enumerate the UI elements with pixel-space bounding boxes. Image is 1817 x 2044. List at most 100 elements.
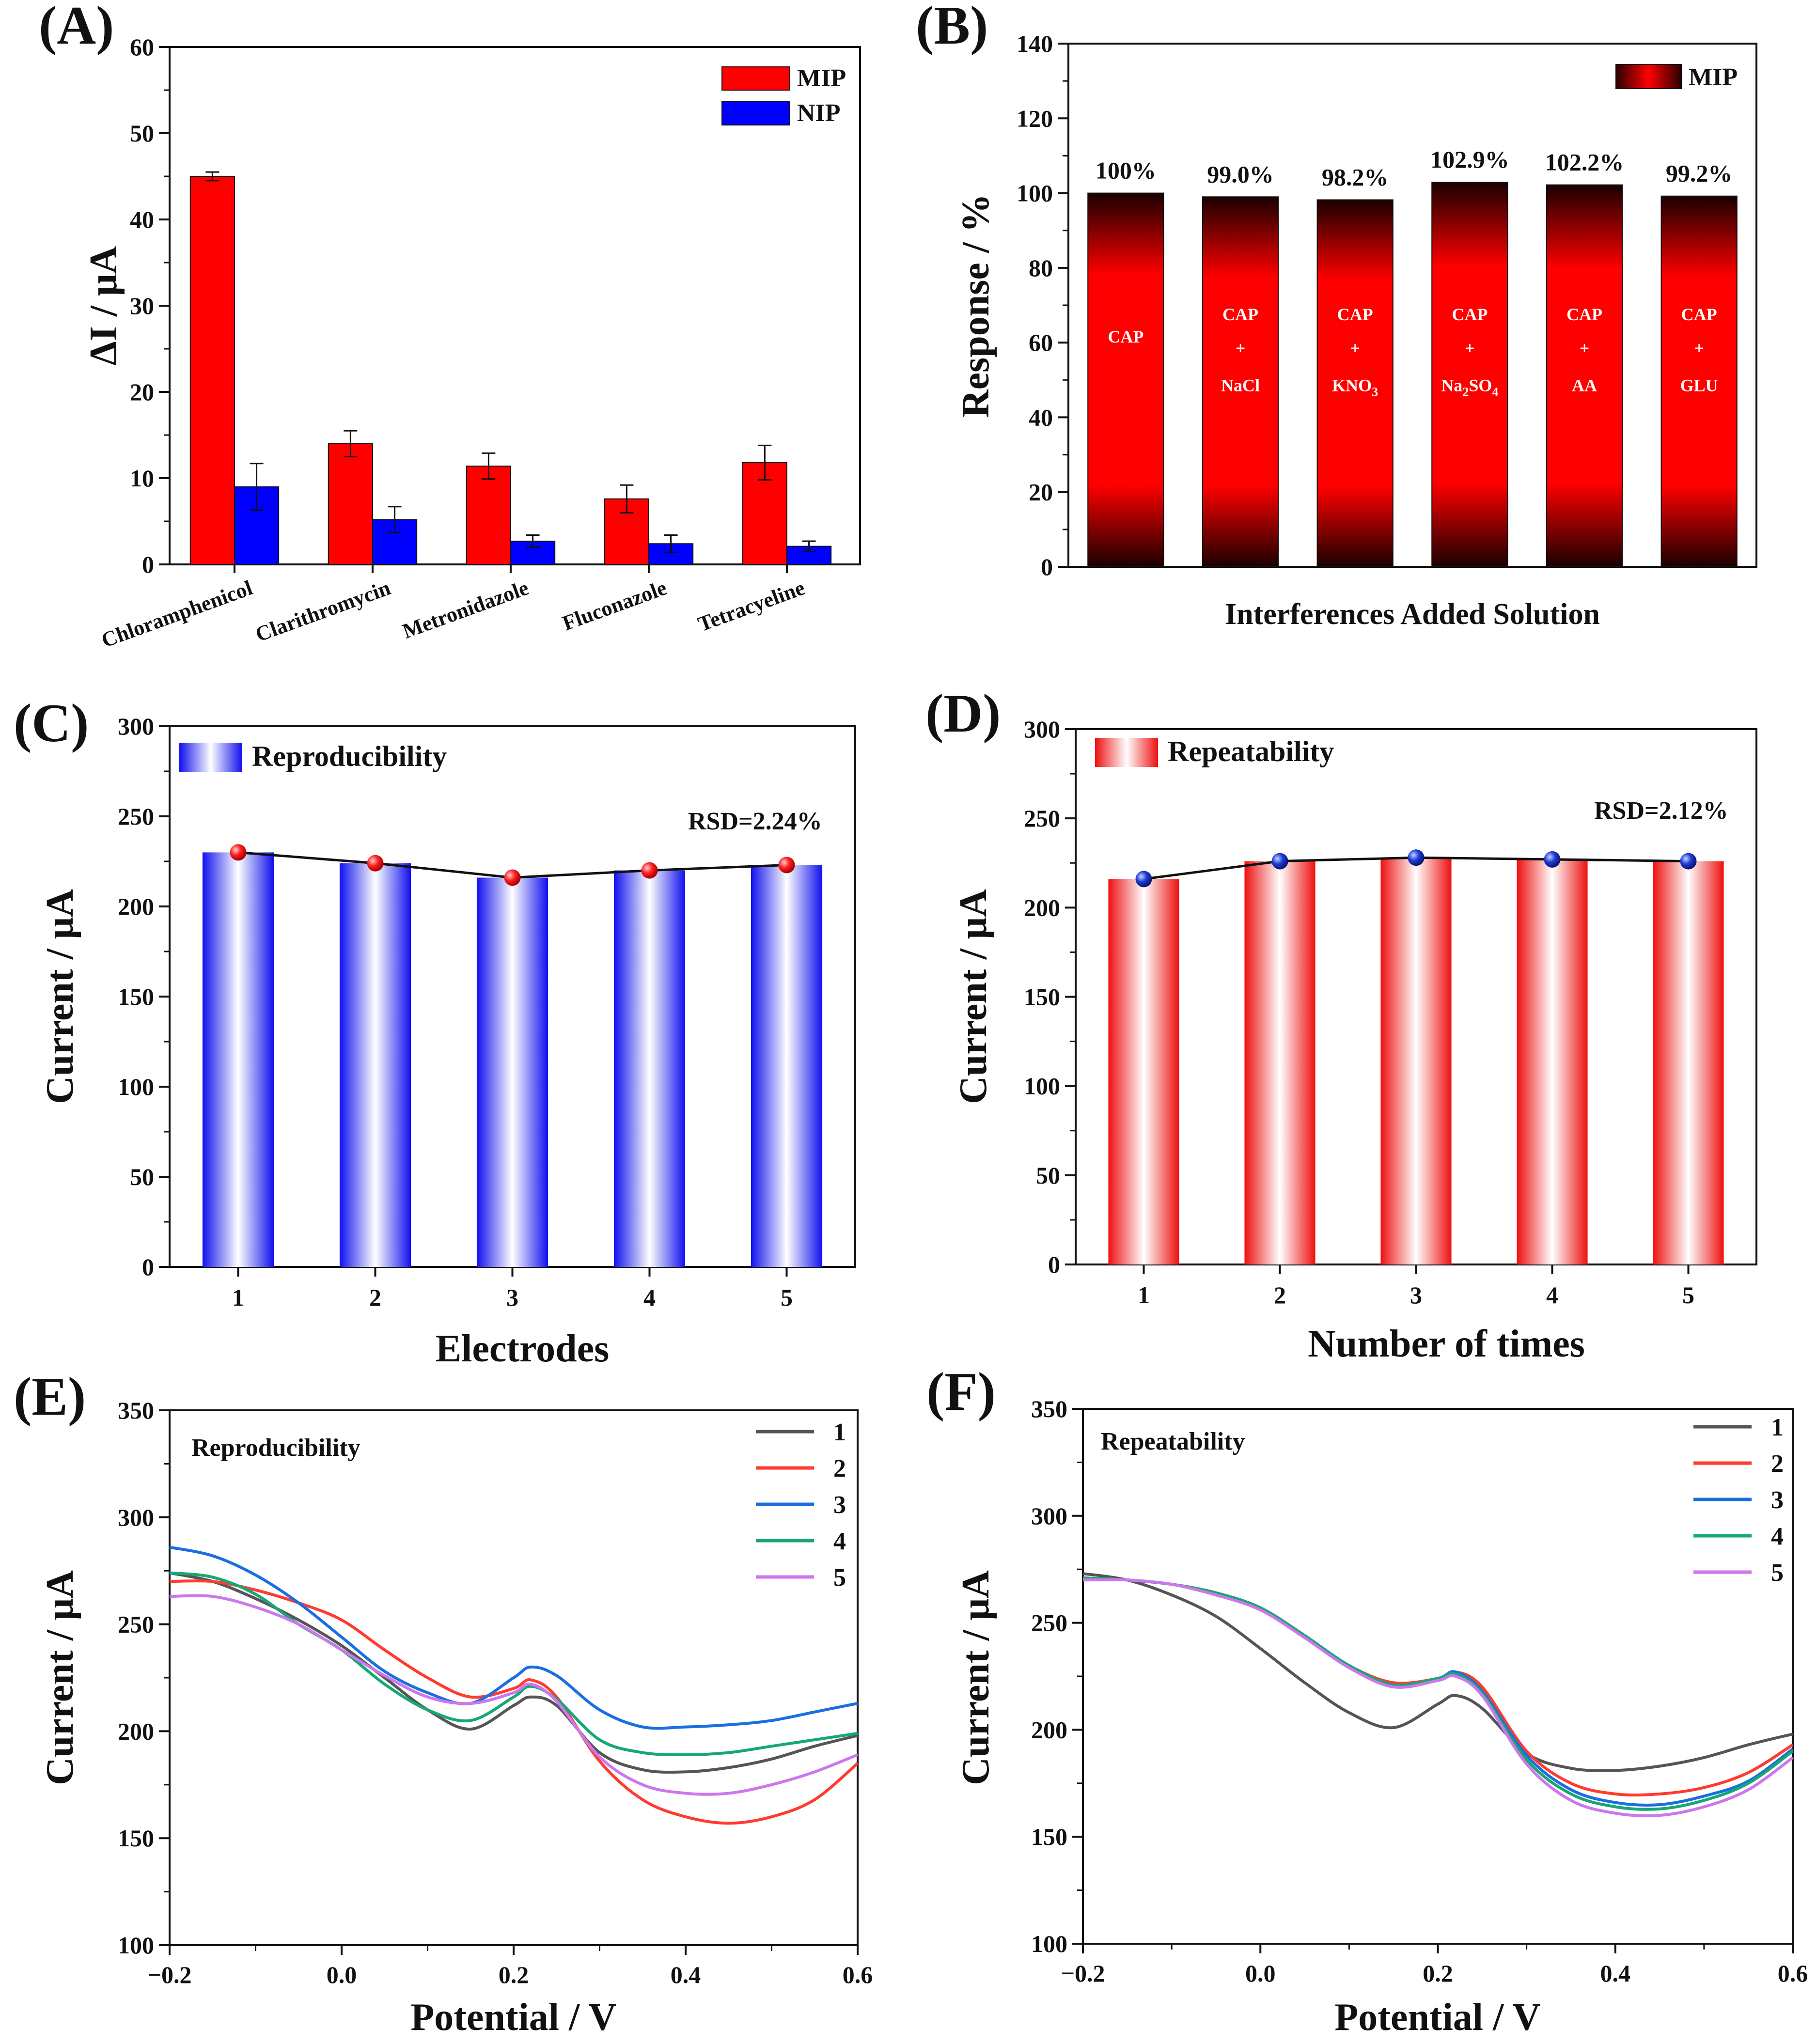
bar-response-4 [1431,182,1508,567]
panel-f-legend-label-3: 3 [1771,1486,1784,1514]
bar-inner-label: CAP [1108,327,1143,346]
panel-c-y-tick-label: 300 [118,713,154,740]
panel-d-x-tick-label: 2 [1274,1281,1286,1309]
bar-mip-chloramphenicol [189,176,235,565]
panel-e-legend-label-1: 1 [833,1419,846,1446]
x-tick-label-fluconazole: Fluconazole [559,576,670,635]
panel-e-x-tick-label: 0.4 [671,1961,701,1988]
bar-inner-plus: + [1465,338,1475,358]
panel-b-y-tick-label: 120 [1017,105,1053,132]
panel-c-y-tick-label: 200 [118,893,154,920]
panel-d-bar-5 [1653,861,1724,1264]
bar-nip-chloramphenicol [234,486,280,565]
panel-d-bar-3 [1380,858,1452,1264]
panel-c-y-tick-label: 50 [130,1163,154,1190]
legend-reproducibility-label: Reproducibility [252,740,447,772]
panel-a-y-tick-label: 40 [130,206,154,233]
legend-mip-swatch [721,66,790,91]
panel-d-y-tick-label: 300 [1024,716,1060,743]
panel-d-x-tick-label: 4 [1546,1281,1558,1309]
panel-f-annotation: Repeatability [1101,1428,1245,1455]
legend-mip-swatch [1615,64,1682,89]
bar-inner-plus: + [1694,338,1704,358]
panel-a-y-tick-label: 20 [130,378,154,406]
panel-c-y-tick-label: 0 [142,1253,154,1280]
panel-e-legend-label-2: 2 [833,1455,846,1482]
bar-value-label: 102.2% [1545,149,1624,176]
panel-d-x-tick-label: 3 [1410,1281,1422,1309]
panel-c-y-axis-title: Current / μA [39,889,81,1104]
x-tick-label-clarithromycin: Clarithromycin [252,576,394,646]
panel-b-y-tick-label: 40 [1029,404,1053,431]
panel-e-x-axis-title: Potential / V [410,1996,616,2039]
bar-mip-clarithromycin [328,443,373,565]
bar-inner-label: CAP [1681,305,1717,324]
panel-a-y-tick-label: 50 [130,120,154,147]
panel-f-y-tick-label: 150 [1031,1823,1067,1850]
panel-b-y-tick-label: 60 [1029,329,1053,356]
panel-b-y-tick-label: 140 [1017,30,1053,57]
panel-d-data-point-5 [1680,853,1697,870]
panel-e-series-line-1 [169,1571,858,1774]
panel-c-x-tick-label: 4 [643,1284,656,1311]
panel-c-bar-5 [751,865,823,1267]
panel-e-y-tick-label: 300 [118,1504,154,1531]
panel-c-x-tick-label: 2 [369,1284,381,1311]
panel-e-x-tick-label: 0.2 [499,1961,529,1988]
legend-mip-label: MIP [797,64,846,92]
panel-b-y-tick-label: 80 [1029,254,1053,281]
panel-f-label: (F) [926,1362,996,1422]
panel-e-series-line-3 [169,1545,858,1730]
panel-d-bar-4 [1517,859,1588,1264]
panel-c-y-tick-label: 100 [118,1073,154,1100]
panel-f-legend: 1 2 3 4 5 [1693,1414,1784,1587]
panel-c-y-tick-label: 250 [118,803,154,830]
panel-f-y-tick-label: 350 [1031,1395,1067,1422]
bar-response-6 [1660,195,1738,567]
panel-e-series-line-2 [169,1579,859,1825]
panel-f-x-tick-label: 0.6 [1778,1960,1808,1987]
bar-inner-label: CAP [1452,305,1488,324]
panel-e-series-line-4 [169,1571,858,1757]
panel-d-legend: Repeatability [1095,735,1334,767]
panel-f-x-axis-title: Potential / V [1334,1996,1540,2039]
panel-d-label: (D) [925,684,1001,744]
panel-d-y-axis-title: Current / μA [952,889,995,1104]
panel-f-series-line-1 [1082,1572,1793,1772]
bar-response-5 [1546,184,1623,568]
panel-e-legend-label-3: 3 [833,1491,846,1519]
bar-response-2 [1202,196,1279,567]
panel-b-bar-chart: (B) 0 20 40 60 80 100 120 140 100% CAP 99.0% CAP + Na… [916,0,1757,631]
panel-e-y-tick-label: 350 [118,1397,154,1424]
panel-d-y-tick-label: 250 [1024,805,1060,832]
panel-c-bar-3 [476,877,548,1267]
panel-e-y-tick-label: 100 [118,1932,154,1959]
panel-a-y-axis-title: ΔI / μA [82,246,125,365]
panel-b-y-tick-label: 0 [1041,553,1053,580]
panel-d-x-axis-title: Number of times [1308,1323,1585,1365]
panel-f-series-line-3 [1082,1576,1794,1807]
panel-d-data-point-1 [1135,871,1152,888]
panel-e-y-tick-label: 250 [118,1611,154,1638]
panel-e-x-tick-label: 0.0 [327,1961,357,1988]
panel-e-y-tick-label: 150 [118,1825,154,1852]
bar-inner-label: CAP [1566,305,1602,324]
panel-d-y-tick-label: 0 [1048,1251,1060,1278]
panel-d-y-tick-label: 200 [1024,894,1060,921]
bar-inner-label: CAP [1222,305,1258,324]
bar-value-label: 99.0% [1207,160,1274,187]
panel-e-line-chart: (E) 100 150 200 250 300 350 −0.2 0.0 0.2 0.4 0.6 C… [14,1367,873,2039]
bar-inner-label: NaCl [1221,375,1260,395]
bar-response-1 [1087,192,1164,568]
panel-c-bar-1 [202,852,274,1267]
bar-inner-plus: + [1236,338,1246,358]
panel-a-y-tick-label: 0 [142,551,154,578]
panel-e-y-axis-title: Current / μA [39,1570,81,1785]
panel-f-y-tick-label: 300 [1031,1502,1067,1529]
panel-a-y-tick-label: 10 [130,465,154,492]
panel-f-series-line-4 [1082,1576,1794,1811]
panel-f-x-tick-label: 0.2 [1423,1960,1453,1987]
panel-d-data-point-3 [1408,849,1425,866]
panel-d-bar-2 [1244,861,1316,1264]
